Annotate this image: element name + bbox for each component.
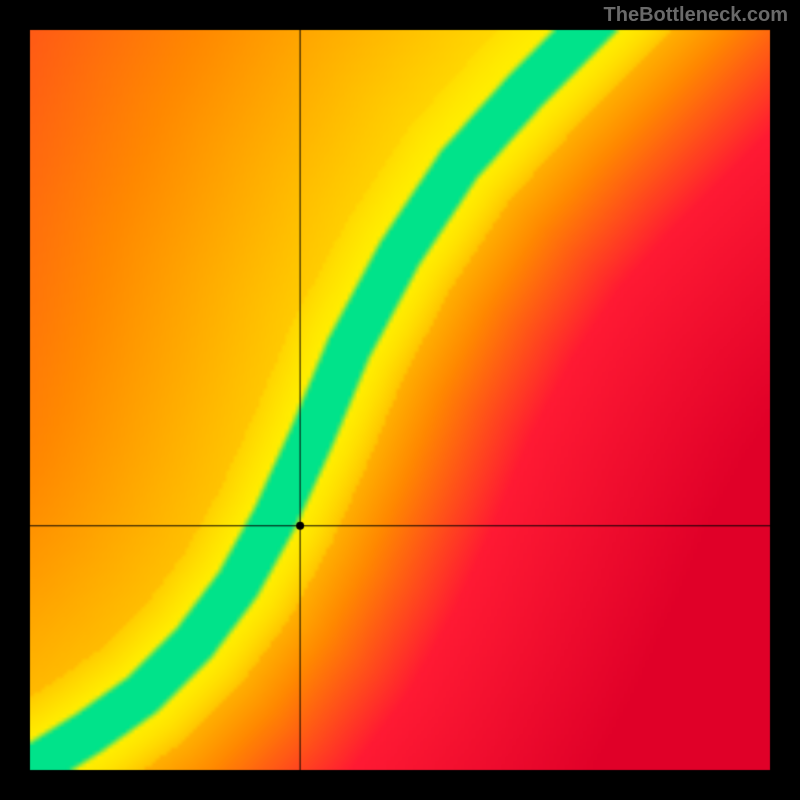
- chart-container: TheBottleneck.com: [0, 0, 800, 800]
- watermark-text: TheBottleneck.com: [604, 4, 788, 27]
- heatmap-canvas: [0, 0, 800, 800]
